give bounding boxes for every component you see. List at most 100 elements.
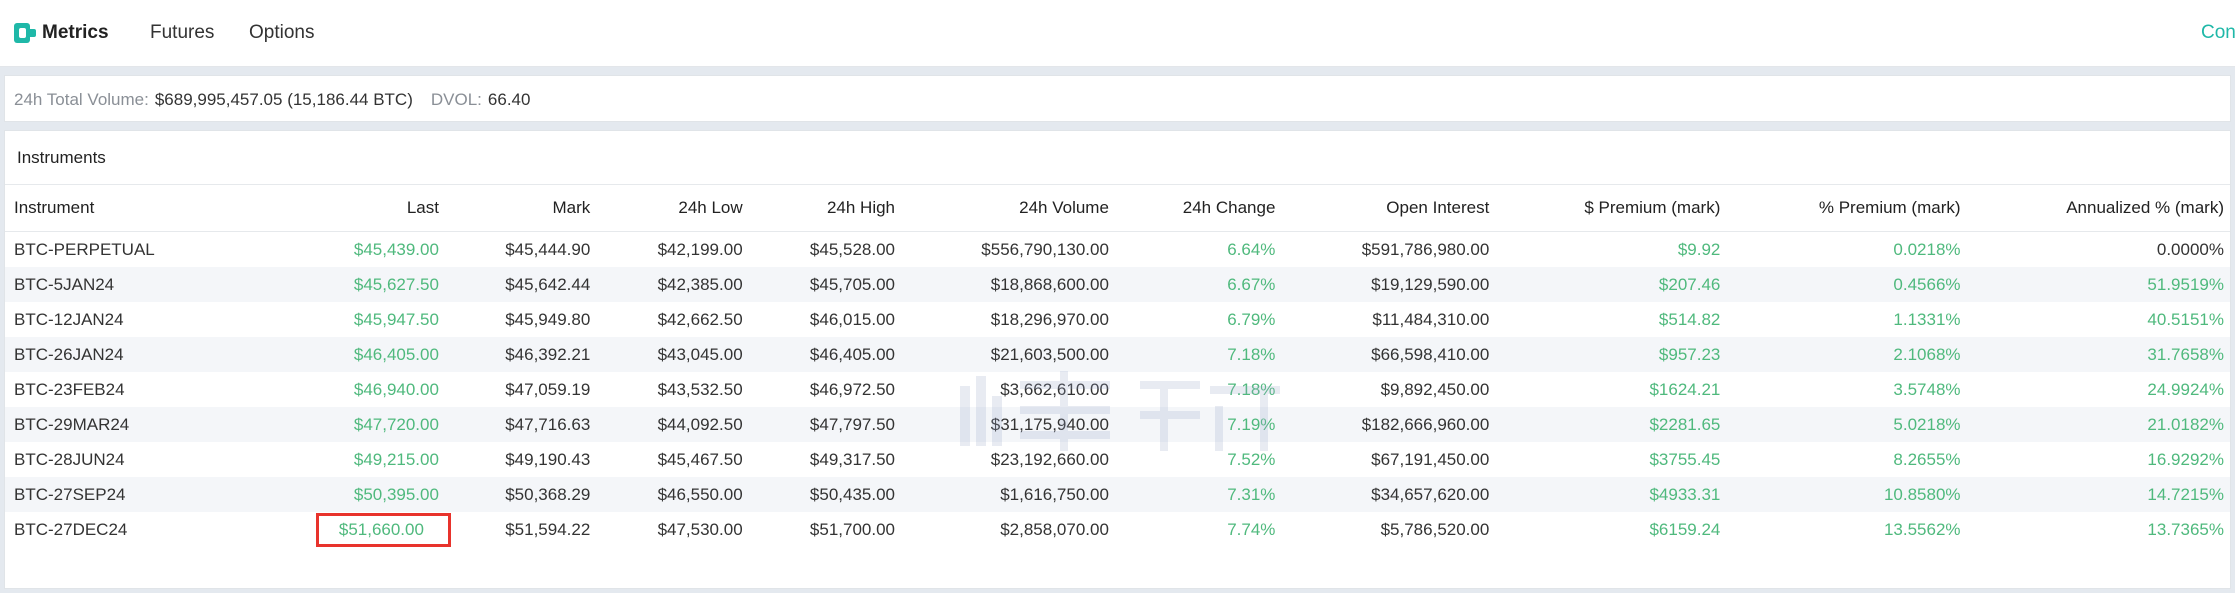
col-header-24h-volume[interactable]: 24h Volume: [903, 185, 1117, 232]
cell-24h-low: $43,532.50: [598, 372, 751, 407]
cell-24h-volume: $21,603,500.00: [903, 337, 1117, 372]
cell-24h-volume: $18,868,600.00: [903, 267, 1117, 302]
cell-mark: $46,392.21: [446, 337, 599, 372]
cell-usd-premium: $6159.24: [1497, 512, 1729, 547]
cell-instrument[interactable]: BTC-28JUN24: [5, 442, 217, 477]
cell-24h-volume: $3,662,610.00: [903, 372, 1117, 407]
cell-mark: $50,368.29: [446, 477, 599, 512]
cell-mark: $45,949.80: [446, 302, 599, 337]
table-row[interactable]: BTC-27SEP24 $50,395.00 $50,368.29 $46,55…: [5, 477, 2230, 512]
cell-24h-volume: $2,858,070.00: [903, 512, 1117, 547]
col-header-annualized[interactable]: Annualized % (mark): [1968, 185, 2230, 232]
cell-24h-change: 6.79%: [1116, 302, 1284, 337]
cell-24h-low: $44,092.50: [598, 407, 751, 442]
cell-24h-high: $45,705.00: [750, 267, 904, 302]
cell-24h-volume: $23,192,660.00: [903, 442, 1117, 477]
cell-annualized: 24.9924%: [1968, 372, 2230, 407]
cell-24h-change: 7.18%: [1116, 372, 1284, 407]
cell-24h-change: 7.18%: [1116, 337, 1284, 372]
cell-usd-premium: $957.23: [1497, 337, 1729, 372]
cell-pct-premium: 0.4566%: [1728, 267, 1969, 302]
cell-usd-premium: $3755.45: [1497, 442, 1729, 477]
cell-open-interest: $66,598,410.00: [1283, 337, 1498, 372]
cell-pct-premium: 13.5562%: [1728, 512, 1969, 547]
cell-usd-premium: $207.46: [1497, 267, 1729, 302]
brand-name[interactable]: Metrics: [42, 22, 109, 43]
cell-instrument[interactable]: BTC-5JAN24: [5, 267, 217, 302]
cell-24h-low: $42,199.00: [598, 231, 751, 267]
table-row[interactable]: BTC-26JAN24 $46,405.00 $46,392.21 $43,04…: [5, 337, 2230, 372]
col-header-instrument[interactable]: Instrument: [5, 185, 217, 232]
table-row[interactable]: BTC-5JAN24 $45,627.50 $45,642.44 $42,385…: [5, 267, 2230, 302]
volume-summary-bar: 24h Total Volume: $689,995,457.05 (15,186…: [4, 75, 2231, 122]
cell-pct-premium: 5.0218%: [1728, 407, 1969, 442]
cell-annualized: 16.9292%: [1968, 442, 2230, 477]
instruments-panel: Instruments Instrument Last Mark 24h Low…: [4, 130, 2231, 589]
table-row[interactable]: BTC-12JAN24 $45,947.50 $45,949.80 $42,66…: [5, 302, 2230, 337]
table-row[interactable]: BTC-28JUN24 $49,215.00 $49,190.43 $45,46…: [5, 442, 2230, 477]
cell-mark: $49,190.43: [446, 442, 599, 477]
nav-futures-link[interactable]: Futures: [150, 22, 215, 43]
cell-open-interest: $19,129,590.00: [1283, 267, 1498, 302]
cell-instrument[interactable]: BTC-29MAR24: [5, 407, 217, 442]
cell-24h-high: $46,972.50: [750, 372, 904, 407]
cell-annualized: 13.7365%: [1968, 512, 2230, 547]
cell-24h-low: $42,385.00: [598, 267, 751, 302]
cell-pct-premium: 10.8580%: [1728, 477, 1969, 512]
cell-open-interest: $34,657,620.00: [1283, 477, 1498, 512]
cell-24h-volume: $18,296,970.00: [903, 302, 1117, 337]
nav-options-link[interactable]: Options: [249, 22, 315, 43]
instruments-table: Instrument Last Mark 24h Low 24h High 24…: [5, 185, 2230, 547]
cell-last: $46,405.00: [216, 337, 447, 372]
col-header-24h-change[interactable]: 24h Change: [1116, 185, 1284, 232]
cell-instrument[interactable]: BTC-27DEC24: [5, 512, 217, 547]
total-volume-value: $689,995,457.05 (15,186.44 BTC): [154, 90, 413, 109]
highlight-box: $51,660.00: [315, 512, 451, 547]
col-header-mark[interactable]: Mark: [446, 185, 599, 232]
cell-last: $49,215.00: [216, 442, 447, 477]
cell-24h-high: $49,317.50: [750, 442, 904, 477]
cell-annualized: 40.5151%: [1968, 302, 2230, 337]
cell-instrument[interactable]: BTC-23FEB24: [5, 372, 217, 407]
cell-instrument[interactable]: BTC-26JAN24: [5, 337, 217, 372]
divider: [5, 184, 2230, 185]
col-header-pct-premium[interactable]: % Premium (mark): [1728, 185, 1969, 232]
cell-annualized: 51.9519%: [1968, 267, 2230, 302]
cell-last: $47,720.00: [216, 407, 447, 442]
cell-last: $46,940.00: [216, 372, 447, 407]
table-row[interactable]: BTC-23FEB24 $46,940.00 $47,059.19 $43,53…: [5, 372, 2230, 407]
cell-pct-premium: 3.5748%: [1728, 372, 1969, 407]
cell-24h-high: $50,435.00: [750, 477, 904, 512]
col-header-usd-premium[interactable]: $ Premium (mark): [1497, 185, 1729, 232]
cell-mark: $45,444.90: [446, 231, 599, 267]
table-row[interactable]: BTC-27DEC24 $51,660.00 $51,594.22 $47,53…: [5, 512, 2230, 547]
cell-24h-high: $51,700.00: [750, 512, 904, 547]
cell-pct-premium: 2.1068%: [1728, 337, 1969, 372]
cell-mark: $47,716.63: [446, 407, 599, 442]
cell-24h-change: 7.31%: [1116, 477, 1284, 512]
cell-last: $45,947.50: [216, 302, 447, 337]
cell-usd-premium: $4933.31: [1497, 477, 1729, 512]
cell-instrument[interactable]: BTC-27SEP24: [5, 477, 217, 512]
deribit-logo-icon[interactable]: [12, 20, 38, 46]
cell-24h-change: 7.74%: [1116, 512, 1284, 547]
col-header-last[interactable]: Last: [216, 185, 447, 232]
cell-24h-low: $47,530.00: [598, 512, 751, 547]
cell-24h-high: $46,015.00: [750, 302, 904, 337]
cell-instrument[interactable]: BTC-12JAN24: [5, 302, 217, 337]
col-header-24h-low[interactable]: 24h Low: [598, 185, 751, 232]
col-header-24h-high[interactable]: 24h High: [750, 185, 904, 232]
cell-annualized: 21.0182%: [1968, 407, 2230, 442]
cell-pct-premium: 0.0218%: [1728, 231, 1969, 267]
col-header-open-interest[interactable]: Open Interest: [1283, 185, 1498, 232]
table-row[interactable]: BTC-PERPETUAL $45,439.00 $45,444.90 $42,…: [5, 231, 2230, 267]
cell-24h-low: $45,467.50: [598, 442, 751, 477]
panel-title: Instruments: [17, 148, 106, 167]
cell-usd-premium: $514.82: [1497, 302, 1729, 337]
cell-open-interest: $591,786,980.00: [1283, 231, 1498, 267]
table-row[interactable]: BTC-29MAR24 $47,720.00 $47,716.63 $44,09…: [5, 407, 2230, 442]
nav-right-link[interactable]: Con: [2201, 22, 2235, 43]
cell-instrument[interactable]: BTC-PERPETUAL: [5, 231, 217, 267]
cell-last: $50,395.00: [216, 477, 447, 512]
cell-mark: $51,594.22: [446, 512, 599, 547]
